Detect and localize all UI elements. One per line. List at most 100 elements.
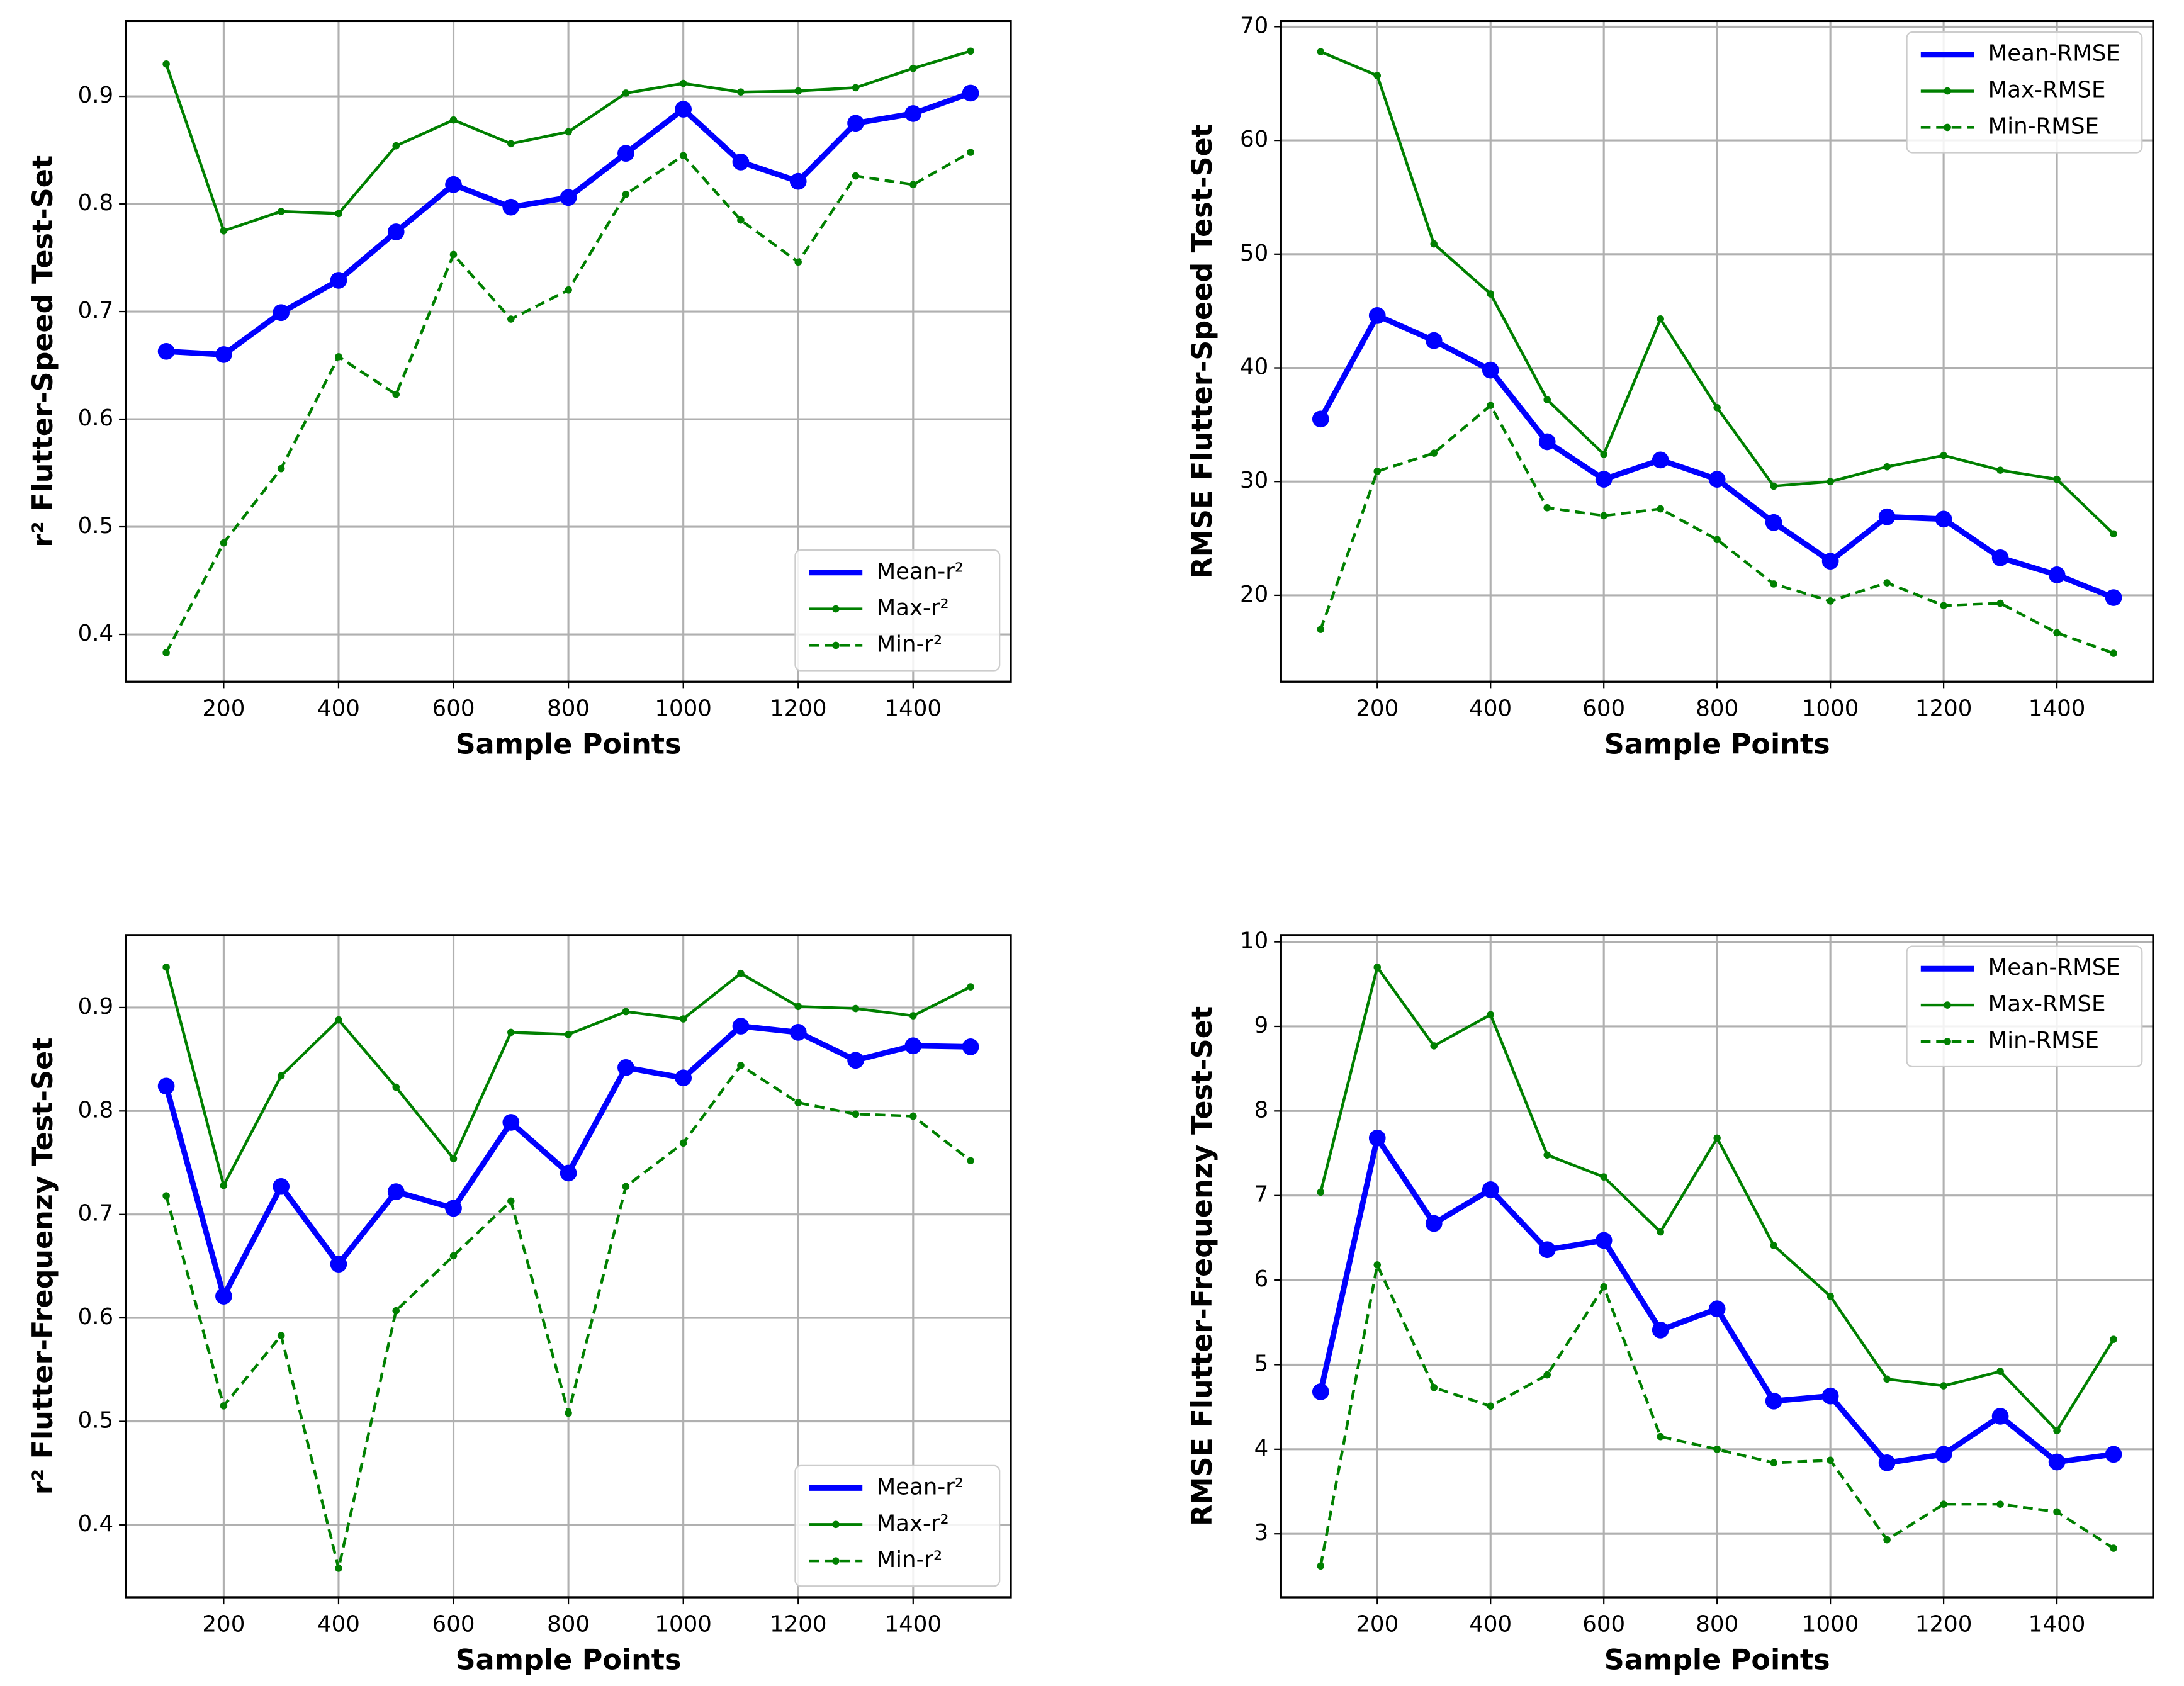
data-point: [157, 342, 175, 360]
data-point: [1883, 1375, 1891, 1383]
data-point: [220, 539, 228, 547]
data-point: [1595, 1232, 1613, 1249]
data-point: [565, 1030, 572, 1038]
data-point: [1600, 451, 1607, 458]
data-point: [1600, 1173, 1607, 1181]
x-tick-label: 1400: [885, 1611, 942, 1637]
y-tick-label: 5: [1254, 1351, 1269, 1376]
data-point: [1595, 471, 1613, 488]
x-tick-label: 200: [202, 1611, 245, 1637]
data-point: [1482, 1181, 1499, 1198]
data-point: [335, 1016, 342, 1024]
x-tick-label: 600: [432, 696, 475, 722]
data-point: [1487, 290, 1495, 298]
data-point: [1708, 471, 1726, 488]
data-point: [277, 464, 285, 473]
data-point: [675, 101, 692, 118]
data-point: [277, 208, 285, 215]
x-tick-label: 200: [202, 696, 245, 722]
data-point: [967, 1157, 974, 1165]
plot-frame: [125, 934, 1012, 1599]
data-point: [1652, 1322, 1669, 1339]
x-tick-label: 800: [547, 1611, 590, 1637]
data-point: [1940, 1382, 1947, 1390]
data-point: [2110, 530, 2117, 538]
series-line: [1319, 1263, 2115, 1566]
data-point: [1425, 1215, 1443, 1232]
data-point: [1713, 403, 1721, 412]
data-point: [1827, 478, 1834, 485]
data-point: [617, 1059, 634, 1076]
x-tick-label: 1400: [885, 696, 942, 722]
data-point: [1765, 1392, 1782, 1410]
chart-panel: 200 400 600 800 1000 1200 1400 20 30 40 50 60 70 Samp…: [1186, 13, 2154, 761]
data-point: [449, 250, 458, 259]
data-point: [1878, 508, 1896, 525]
data-point: [1770, 1242, 1777, 1249]
x-tick-label: 400: [1469, 1611, 1512, 1637]
data-point: [1770, 482, 1777, 490]
legend-label: Max-RMSE: [1988, 77, 2106, 103]
plot-frame: [1280, 20, 2154, 683]
data-point: [565, 128, 572, 136]
data-point: [967, 149, 974, 156]
data-point: [1487, 402, 1495, 409]
data-point: [1765, 514, 1782, 531]
data-point: [1652, 451, 1669, 469]
x-tick-label: 1000: [1802, 696, 1859, 722]
y-tick-label: 3: [1254, 1520, 1269, 1546]
data-point: [1996, 599, 2004, 607]
data-point: [1430, 449, 1438, 457]
legend: Mean-RMSE Max-RMSE Min-RMSE: [1906, 31, 2143, 154]
legend-label: Mean-r²: [876, 559, 964, 585]
data-point: [967, 47, 974, 55]
y-tick-label: 20: [1240, 582, 1268, 607]
data-point: [1317, 1562, 1325, 1570]
data-point: [1708, 1300, 1726, 1318]
data-point: [1713, 1446, 1721, 1453]
y-tick-label: 0.8: [78, 190, 114, 216]
legend-frame: [794, 1464, 1001, 1587]
data-point: [273, 1177, 290, 1195]
data-point: [330, 272, 347, 289]
data-point: [1827, 597, 1834, 605]
data-point: [2053, 629, 2061, 637]
y-tick-label: 0.4: [78, 621, 114, 646]
data-point: [445, 1200, 462, 1217]
data-point: [1543, 503, 1551, 512]
data-point: [909, 1012, 917, 1020]
data-point: [732, 1018, 750, 1035]
data-point: [565, 286, 572, 294]
data-point: [794, 1099, 802, 1106]
data-point: [967, 983, 974, 991]
data-point: [162, 964, 170, 971]
legend-label: Mean-RMSE: [1988, 955, 2120, 981]
data-point: [1317, 1188, 1325, 1196]
data-point: [1657, 1432, 1664, 1441]
data-point: [737, 88, 745, 96]
plot-frame: [125, 20, 1012, 683]
x-tick-label: 800: [547, 696, 590, 722]
series-line: [1319, 403, 2114, 655]
data-point: [449, 116, 458, 124]
data-point: [1821, 553, 1839, 570]
data-point: [1996, 466, 2004, 474]
data-point: [1991, 1408, 2009, 1425]
x-tick-label: 200: [1356, 696, 1399, 722]
x-tick-label: 1400: [2029, 1611, 2086, 1637]
data-point: [1373, 72, 1382, 79]
data-point: [220, 1402, 228, 1410]
data-point: [794, 258, 802, 266]
legend-marker: [832, 605, 840, 613]
legend-label: Min-RMSE: [1988, 113, 2099, 139]
x-tick-label: 1000: [1802, 1611, 1859, 1637]
data-point: [1657, 315, 1664, 323]
legend-label: Max-RMSE: [1988, 991, 2106, 1017]
data-point: [2105, 589, 2122, 606]
data-point: [794, 87, 802, 95]
data-point: [1430, 240, 1438, 248]
data-point: [1883, 579, 1891, 587]
y-tick-label: 0.4: [78, 1511, 114, 1537]
x-tick-label: 800: [1696, 1611, 1738, 1637]
data-point: [392, 1083, 400, 1091]
